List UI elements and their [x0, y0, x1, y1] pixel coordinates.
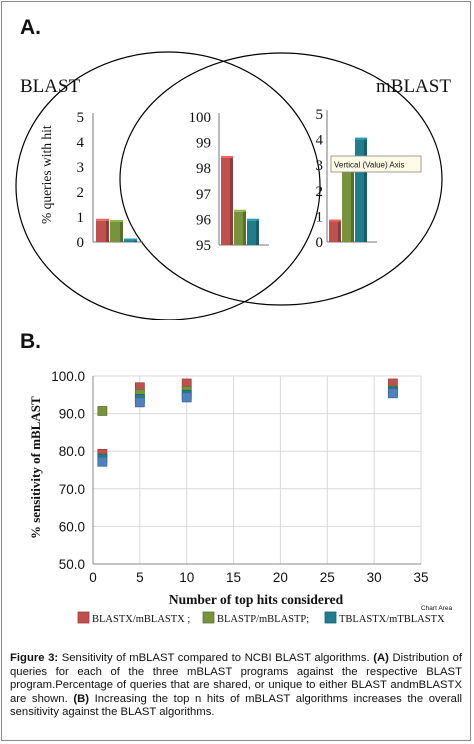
- x-tick-label: 35: [413, 570, 428, 585]
- bar-top: [329, 219, 341, 222]
- bar-top: [355, 137, 367, 140]
- x-tick-label: 15: [226, 570, 241, 585]
- y-tick-label: 4: [77, 135, 85, 151]
- data-point: [97, 406, 108, 416]
- bar-chart-mblast-only: 0 1 2 3 4 5: [316, 107, 377, 251]
- bar-shade: [338, 221, 341, 242]
- legend-label: BLASTP/mBLASTP;: [217, 614, 309, 625]
- y-tick-label: 1: [77, 210, 85, 226]
- y-tick-label: 98: [196, 161, 211, 177]
- chart-area-tag: Chart Area: [421, 605, 452, 612]
- sensitivity-scatter-chart: % sensitivity of mBLAST Number of top hi…: [28, 369, 452, 625]
- figure-caption: Figure 3: Sensitivity of mBLAST compared…: [10, 652, 462, 720]
- bar-top: [247, 218, 259, 221]
- scatter-plot-area: 50.0 60.0 70.0 80.0 90.0 100.0 0 5 10 15 20 25 30 35: [51, 369, 428, 585]
- bar-chart-shared: 95 96 97 98 99 100: [189, 110, 269, 254]
- blast-circle: [15, 51, 321, 320]
- bar-top: [234, 209, 246, 212]
- scatter-ylabel: % sensitivity of mBLAST: [28, 396, 43, 539]
- axis-tooltip: Vertical (Value) Axis: [330, 155, 422, 173]
- data-point: [134, 397, 145, 408]
- caption-text-2: Distribution of queries for each of the …: [10, 652, 462, 705]
- y-tick-label: 1: [316, 209, 324, 225]
- bar-shade: [256, 220, 259, 245]
- bar: [110, 222, 123, 242]
- data-point: [181, 392, 192, 403]
- y-tick-label: 80.0: [59, 444, 85, 459]
- y-tick-label: 2: [316, 184, 324, 200]
- caption-figure-label: Figure 3:: [10, 652, 59, 664]
- x-tick-label: 25: [320, 570, 335, 585]
- bar-top: [110, 220, 123, 222]
- y-tick-label: 50.0: [59, 557, 85, 572]
- venn-ylabel: % queries with hit: [39, 125, 54, 224]
- legend-label: TBLASTX/mTBLASTX: [339, 614, 445, 625]
- y-tick-label: 96: [196, 212, 212, 228]
- x-tick-label: 10: [179, 570, 194, 585]
- legend-label: BLASTX/mBLASTX ;: [92, 614, 190, 625]
- y-tick-label: 3: [316, 158, 324, 174]
- y-tick-label: 70.0: [59, 482, 85, 497]
- y-tick-label: 4: [316, 133, 324, 149]
- y-tick-label: 90.0: [59, 407, 85, 422]
- y-tick-label: 97: [196, 187, 212, 203]
- x-tick-label: 20: [273, 570, 288, 585]
- bar-top: [221, 155, 233, 158]
- y-tick-label: 100.0: [51, 369, 85, 384]
- caption-a-label: (A): [373, 652, 389, 664]
- bar: [96, 220, 109, 242]
- venn-diagram: BLAST mBLAST % queries with hit 0 1 2 3 4 5 95…: [15, 51, 451, 320]
- mblast-circle: [119, 52, 443, 306]
- legend-swatch: [77, 611, 90, 624]
- legend: BLASTX/mBLASTX ; BLASTP/mBLASTP; TBLASTX/m…: [77, 611, 445, 625]
- bar-shade: [364, 139, 367, 242]
- bar-shade: [106, 220, 109, 242]
- bar-top: [96, 218, 109, 221]
- axis-tooltip-text: Vertical (Value) Axis: [334, 161, 405, 170]
- bar-shade: [134, 240, 137, 242]
- y-tick-label: 3: [77, 160, 85, 176]
- scatter-xlabel: Number of top hits considered: [169, 592, 344, 607]
- bar-shade: [120, 222, 123, 242]
- bar-shade: [243, 211, 246, 245]
- panel-b-label: B.: [20, 330, 41, 353]
- venn-bar-charts: 0 1 2 3 4 5 95 96 97 98 99 100 0 1 2 3 4 5: [77, 107, 377, 254]
- y-tick-label: 0: [77, 235, 85, 251]
- bar-top: [124, 238, 137, 241]
- x-tick-label: 5: [136, 570, 144, 585]
- bar-chart-blast-only: 0 1 2 3 4 5: [77, 110, 143, 251]
- y-tick-label: 100: [189, 110, 212, 126]
- y-tick-label: 99: [196, 136, 211, 152]
- legend-swatch: [324, 611, 337, 624]
- panel-a-label: A.: [20, 16, 41, 39]
- bar: [124, 240, 137, 242]
- data-point: [387, 388, 398, 399]
- caption-text-3: Increasing the top n hits of mBLAST algo…: [10, 692, 462, 719]
- y-tick-label: 0: [316, 235, 324, 251]
- caption-text-1: Sensitivity of mBLAST compared to NCBI B…: [58, 652, 374, 664]
- x-tick-label: 30: [367, 570, 382, 585]
- blast-label: BLAST: [20, 76, 81, 97]
- bar-shade: [230, 157, 233, 245]
- data-point: [97, 456, 108, 467]
- mblast-label: mBLAST: [376, 76, 451, 97]
- caption-b-label: (B): [73, 692, 90, 705]
- y-tick-label: 95: [196, 238, 211, 254]
- bar-shade: [351, 167, 354, 242]
- y-tick-label: 2: [77, 185, 85, 201]
- legend-swatch: [202, 611, 215, 624]
- y-tick-label: 5: [316, 107, 324, 123]
- y-tick-label: 60.0: [59, 519, 85, 534]
- x-tick-label: 0: [89, 570, 97, 585]
- y-tick-label: 5: [77, 110, 85, 126]
